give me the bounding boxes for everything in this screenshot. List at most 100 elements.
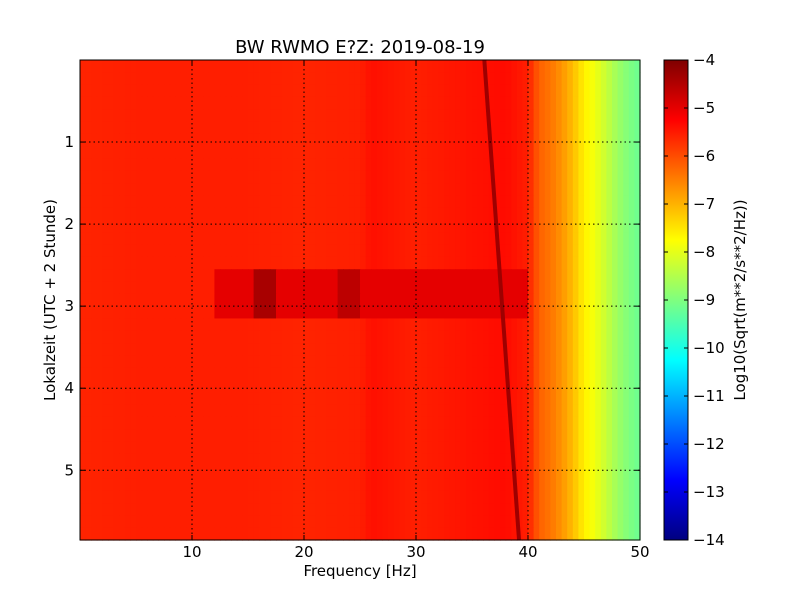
- heatmap-cell: [393, 281, 400, 295]
- heatmap-cell: [164, 478, 171, 492]
- heatmap-cell: [432, 330, 439, 344]
- heatmap-cell: [494, 133, 501, 147]
- heatmap-cell: [85, 96, 92, 110]
- heatmap-cell: [281, 503, 288, 516]
- heatmap-cell: [550, 195, 557, 209]
- heatmap-cell: [130, 183, 137, 196]
- heatmap-cell: [460, 380, 467, 393]
- heatmap-cell: [365, 84, 372, 98]
- heatmap-cell: [416, 429, 423, 443]
- heatmap-cell: [231, 232, 238, 246]
- heatmap-cell: [208, 330, 215, 344]
- heatmap-cell: [197, 232, 204, 246]
- heatmap-cell: [612, 281, 619, 295]
- heatmap-cell: [136, 256, 143, 270]
- heatmap-cell: [606, 232, 613, 246]
- heatmap-cell: [410, 404, 417, 418]
- heatmap-cell: [567, 441, 574, 455]
- heatmap-cell: [225, 490, 232, 504]
- heatmap-cell: [427, 133, 434, 147]
- heatmap-cell: [253, 256, 260, 270]
- heatmap-cell: [119, 133, 126, 147]
- heatmap-cell: [544, 490, 551, 504]
- heatmap-cell: [511, 232, 518, 246]
- heatmap-cell: [421, 318, 428, 332]
- heatmap-cell: [612, 466, 619, 480]
- heatmap-cell: [488, 453, 495, 467]
- heatmap-cell: [360, 404, 367, 418]
- heatmap-cell: [432, 515, 439, 529]
- heatmap-cell: [203, 306, 210, 320]
- heatmap-cell: [483, 330, 490, 344]
- heatmap-cell: [427, 60, 434, 73]
- heatmap-cell: [276, 109, 283, 123]
- heatmap-cell: [304, 109, 311, 123]
- heatmap-cell: [124, 404, 131, 418]
- heatmap-cell: [220, 183, 227, 196]
- heatmap-cell: [371, 330, 378, 344]
- heatmap-cell: [427, 343, 434, 356]
- heatmap-cell: [612, 256, 619, 270]
- heatmap-cell: [281, 318, 288, 332]
- heatmap-cell: [253, 343, 260, 356]
- heatmap-cell: [343, 380, 350, 393]
- heatmap-cell: [410, 441, 417, 455]
- heatmap-cell: [192, 306, 199, 320]
- heatmap-cell: [488, 515, 495, 529]
- heatmap-cell: [432, 133, 439, 147]
- heatmap-cell: [533, 72, 540, 86]
- heatmap-cell: [438, 478, 445, 492]
- heatmap-cell: [561, 72, 568, 86]
- heatmap-cell: [595, 466, 602, 480]
- heatmap-cell: [494, 281, 501, 295]
- heatmap-cell: [214, 367, 221, 381]
- heatmap-cell: [136, 527, 143, 541]
- heatmap-cell: [270, 220, 277, 233]
- heatmap-cell: [634, 330, 641, 344]
- heatmap-cell: [147, 416, 154, 430]
- heatmap-cell: [365, 133, 372, 147]
- heatmap-cell: [438, 490, 445, 504]
- heatmap-cell: [477, 96, 484, 110]
- heatmap-cell: [281, 170, 288, 184]
- heatmap-cell: [164, 109, 171, 123]
- heatmap-cell: [393, 84, 400, 98]
- heatmap-cell: [147, 232, 154, 246]
- heatmap-cell: [612, 109, 619, 123]
- heatmap-cell: [365, 207, 372, 221]
- heatmap-cell: [556, 367, 563, 381]
- heatmap-cell: [169, 318, 176, 332]
- heatmap-cell: [606, 490, 613, 504]
- heatmap-cell: [169, 84, 176, 98]
- heatmap-cell: [623, 318, 630, 332]
- heatmap-cell: [214, 232, 221, 246]
- heatmap-cell: [332, 133, 339, 147]
- heatmap-cell: [292, 318, 299, 332]
- heatmap-cell: [544, 244, 551, 258]
- heatmap-cell: [606, 355, 613, 369]
- heatmap-cell: [477, 416, 484, 430]
- heatmap-cell: [259, 355, 266, 369]
- heatmap-cell: [432, 404, 439, 418]
- heatmap-cell: [494, 429, 501, 443]
- heatmap-cell: [130, 146, 137, 160]
- heatmap-cell: [544, 441, 551, 455]
- heatmap-cell: [505, 281, 512, 295]
- heatmap-cell: [91, 503, 98, 516]
- heatmap-cell: [511, 109, 518, 123]
- heatmap-cell: [147, 121, 154, 135]
- heatmap-cell: [304, 343, 311, 356]
- heatmap-cell: [483, 281, 490, 295]
- grid-lines: [80, 60, 640, 540]
- heatmap-cell: [634, 343, 641, 356]
- heatmap-cell: [164, 429, 171, 443]
- heatmap-cell: [91, 158, 98, 172]
- heatmap-cell: [91, 96, 98, 110]
- heatmap-cell: [130, 380, 137, 393]
- heatmap-cell: [225, 96, 232, 110]
- heatmap-cell: [85, 256, 92, 270]
- heatmap-cell: [488, 96, 495, 110]
- heatmap-cell: [220, 60, 227, 73]
- heatmap-cell: [248, 84, 255, 98]
- heatmap-cell: [152, 183, 159, 196]
